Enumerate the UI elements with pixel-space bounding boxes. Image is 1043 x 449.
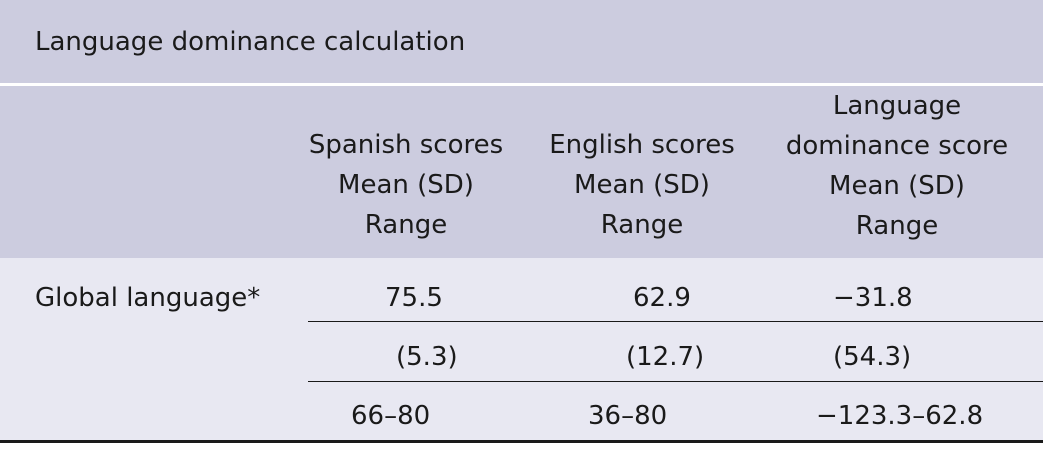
header-english-line-3: Range [600,210,684,240]
header-spanish: Spanish scores Mean (SD) Range [296,125,516,245]
header-spanish-line-2: Mean (SD) [338,170,474,200]
cell-range-english: 36–80 [588,401,668,431]
bottom-rule [0,440,1043,443]
cell-range-spanish: 66–80 [351,401,431,431]
row-divider [308,321,1043,322]
table-body [0,258,1043,440]
cell-mean-spanish: 75.5 [385,283,443,313]
header-dominance: Language dominance score Mean (SD) Range [772,86,1022,246]
header-english-line-2: Mean (SD) [574,170,710,200]
header-english: English scores Mean (SD) Range [532,125,752,245]
cell-range-dominance: −123.3–62.8 [816,401,984,431]
caption-text: Language dominance calculation [35,27,466,57]
row-label: Global language* [35,283,261,313]
header-dominance-line-1: Language [832,91,962,121]
header-row [0,86,1043,258]
header-english-line-1: English scores [549,130,735,160]
row-divider [308,381,1043,382]
cell-sd-english: (12.7) [626,342,705,372]
cell-sd-spanish: (5.3) [396,342,458,372]
cell-mean-english: 62.9 [633,283,691,313]
header-dominance-line-2: dominance score [785,131,1009,161]
header-dominance-line-4: Range [855,211,939,241]
header-spanish-line-1: Spanish scores [308,130,504,160]
cell-mean-dominance: −31.8 [833,283,913,313]
header-spanish-line-3: Range [364,210,448,240]
header-dominance-line-3: Mean (SD) [829,171,965,201]
table-caption: Language dominance calculation [0,0,1043,85]
cell-sd-dominance: (54.3) [833,342,912,372]
